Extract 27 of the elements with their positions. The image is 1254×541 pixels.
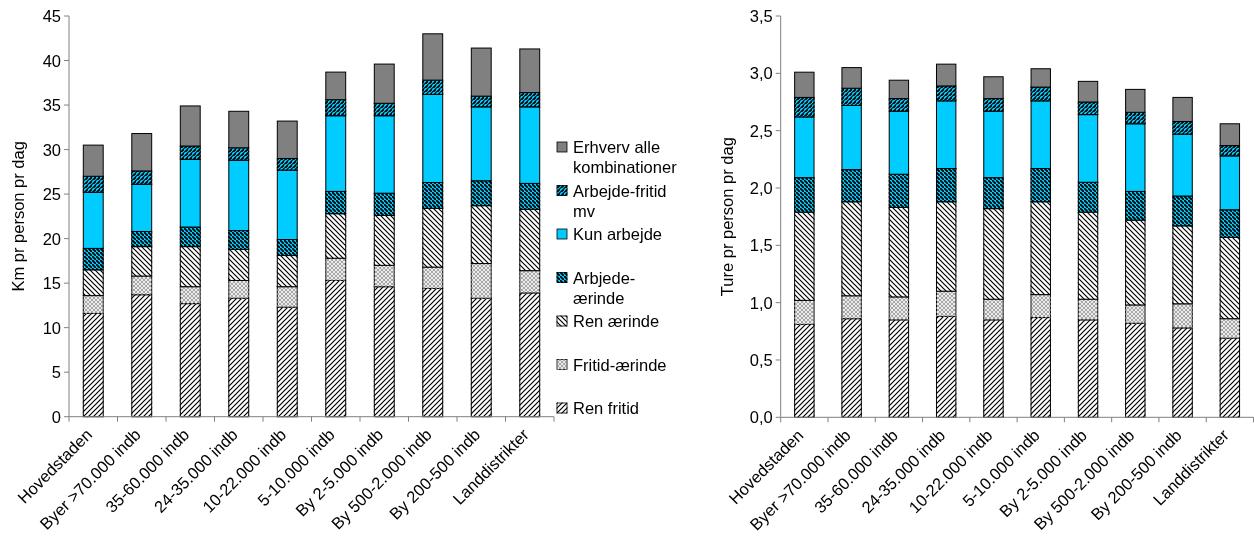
legend-label: Kun arbejde xyxy=(573,225,662,243)
y-tick-label: 10 xyxy=(42,318,61,337)
y-tick-label: 20 xyxy=(42,229,61,248)
y-tick-label: 40 xyxy=(42,51,61,70)
y-tick-label: 1,5 xyxy=(749,236,773,255)
y-tick-label: 3,0 xyxy=(749,64,773,83)
y-tick-label: 2,0 xyxy=(749,178,773,197)
y-tick-label: 25 xyxy=(42,185,61,204)
y-tick-label: 0 xyxy=(51,407,61,426)
y-tick-label: 35 xyxy=(42,96,61,115)
legend-label: Erhverv alle kombinationer xyxy=(573,138,678,176)
y-tick-label: 5 xyxy=(51,363,61,382)
y-tick-label: 2,5 xyxy=(749,121,773,140)
y-tick-label: 1,0 xyxy=(749,293,773,312)
y-tick-label: 0,0 xyxy=(749,408,773,427)
y-axis-title: Ture pr person pr dag xyxy=(718,137,736,297)
legend-label: Arbjede-ærinde xyxy=(573,268,636,307)
legend-label: Ren fritid xyxy=(573,399,640,417)
y-tick-label: 45 xyxy=(42,7,61,25)
y-tick-label: 0,5 xyxy=(749,350,773,369)
y-tick-label: 3,5 xyxy=(749,7,773,25)
y-tick-label: 30 xyxy=(42,140,61,159)
y-axis-title: Km pr person pr dag xyxy=(9,141,27,292)
y-tick-label: 15 xyxy=(42,274,61,293)
legend-label: Ren ærinde xyxy=(573,312,660,330)
legend-label: Arbejde-fritid mv xyxy=(573,181,667,220)
legend-label: Fritid-ærinde xyxy=(573,355,667,374)
